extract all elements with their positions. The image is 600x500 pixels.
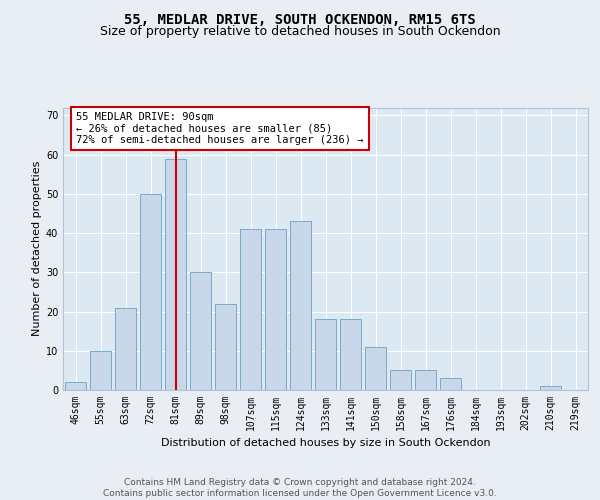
Bar bbox=[340, 320, 361, 390]
Bar bbox=[390, 370, 411, 390]
Bar bbox=[365, 347, 386, 390]
Bar bbox=[165, 158, 186, 390]
Bar bbox=[115, 308, 136, 390]
Bar bbox=[315, 320, 336, 390]
Bar bbox=[215, 304, 236, 390]
Bar bbox=[540, 386, 561, 390]
Text: Size of property relative to detached houses in South Ockendon: Size of property relative to detached ho… bbox=[100, 25, 500, 38]
Bar bbox=[65, 382, 86, 390]
Bar bbox=[265, 229, 286, 390]
Bar bbox=[140, 194, 161, 390]
Bar bbox=[290, 222, 311, 390]
Text: 55 MEDLAR DRIVE: 90sqm
← 26% of detached houses are smaller (85)
72% of semi-det: 55 MEDLAR DRIVE: 90sqm ← 26% of detached… bbox=[76, 112, 364, 145]
Bar bbox=[440, 378, 461, 390]
X-axis label: Distribution of detached houses by size in South Ockendon: Distribution of detached houses by size … bbox=[161, 438, 490, 448]
Bar bbox=[190, 272, 211, 390]
Bar bbox=[240, 229, 261, 390]
Bar bbox=[90, 351, 111, 390]
Bar bbox=[415, 370, 436, 390]
Y-axis label: Number of detached properties: Number of detached properties bbox=[32, 161, 41, 336]
Text: Contains HM Land Registry data © Crown copyright and database right 2024.
Contai: Contains HM Land Registry data © Crown c… bbox=[103, 478, 497, 498]
Text: 55, MEDLAR DRIVE, SOUTH OCKENDON, RM15 6TS: 55, MEDLAR DRIVE, SOUTH OCKENDON, RM15 6… bbox=[124, 12, 476, 26]
